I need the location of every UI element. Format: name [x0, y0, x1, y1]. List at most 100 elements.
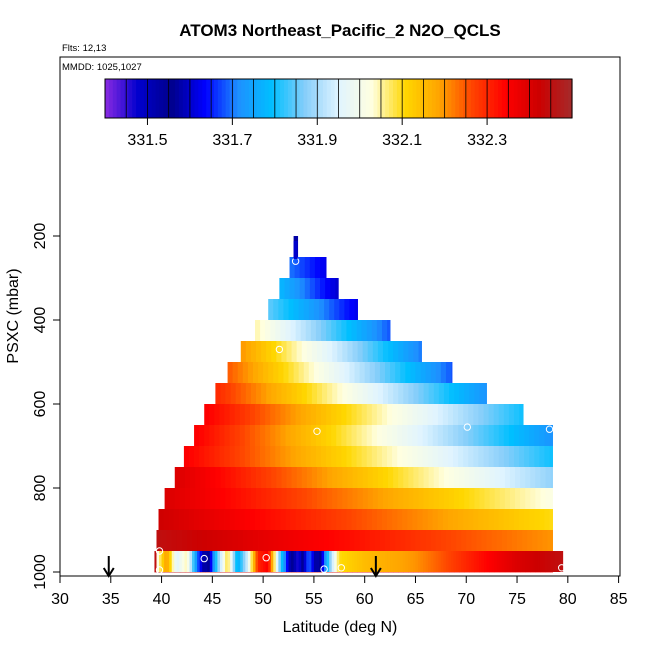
heatmap-cell — [362, 551, 366, 572]
heatmap-cell — [315, 320, 322, 342]
colorbar-segment — [225, 79, 231, 118]
colorbar-segment — [439, 79, 445, 118]
heatmap-cell — [309, 278, 316, 300]
heatmap-cell — [260, 425, 266, 447]
heatmap-cell — [316, 551, 320, 572]
heatmap-cell — [464, 488, 470, 510]
heatmap-cell — [390, 530, 396, 552]
heatmap-cell — [515, 488, 521, 510]
heatmap-cell — [547, 551, 551, 572]
heatmap-cell — [407, 404, 413, 426]
colorbar-segment — [295, 79, 301, 118]
heatmap-cell — [332, 383, 338, 405]
colorbar-segment — [521, 79, 526, 118]
colorbar-segment — [486, 79, 491, 118]
heatmap-cell — [270, 320, 276, 342]
heatmap-cell — [290, 320, 297, 342]
heatmap-cell — [388, 467, 394, 489]
heatmap-cell — [279, 278, 285, 300]
heatmap-cell — [219, 425, 225, 447]
heatmap-cell — [225, 551, 228, 572]
heatmap-cell — [184, 551, 188, 572]
heatmap-cell — [483, 509, 489, 531]
heatmap-cell — [252, 551, 256, 572]
sample-marker — [320, 565, 328, 573]
heatmap-cell — [519, 509, 525, 531]
x-tick-label: 85 — [610, 591, 628, 608]
heatmap-cell — [458, 425, 464, 447]
heatmap-cell — [299, 278, 306, 300]
heatmap-cell — [179, 551, 183, 572]
colorbar-segment — [124, 79, 129, 118]
heatmap-cell — [458, 404, 464, 426]
heatmap-cell — [417, 425, 423, 447]
heatmap-cell — [305, 446, 312, 468]
heatmap-cell — [337, 341, 343, 363]
heatmap-cell — [204, 446, 210, 468]
heatmap-cell — [381, 404, 388, 426]
colorbar-segment — [105, 79, 110, 118]
colorbar-segment — [280, 79, 285, 118]
heatmap-cell — [372, 551, 376, 572]
colorbar-segment — [463, 79, 468, 118]
heatmap-cell — [376, 509, 383, 531]
heatmap-cell — [240, 467, 247, 489]
colorbar-segment — [264, 79, 270, 118]
heatmap-cell — [217, 530, 223, 552]
heatmap-cell — [244, 404, 251, 426]
heatmap-cell — [397, 425, 403, 447]
heatmap-cell — [306, 488, 313, 510]
colorbar-segment — [431, 79, 437, 118]
heatmap-cell — [491, 551, 495, 572]
heatmap-cell — [308, 530, 315, 552]
heatmap-cell — [367, 341, 374, 363]
heatmap-cell — [212, 530, 218, 552]
colorbar-segment — [116, 79, 122, 118]
heatmap-cell — [349, 362, 355, 384]
heatmap-cell — [332, 341, 338, 363]
heatmap-cell — [242, 551, 246, 572]
heatmap-cell — [245, 383, 252, 405]
heatmap-cell — [245, 551, 249, 572]
heatmap-cell — [513, 404, 520, 426]
heatmap-cell — [300, 425, 307, 447]
heatmap-cell — [432, 425, 439, 447]
heatmap-cell — [199, 509, 205, 531]
heatmap-cell — [268, 530, 274, 552]
colorbar-segment — [326, 79, 332, 118]
heatmap-cell — [306, 551, 310, 572]
heatmap-cell — [268, 551, 272, 572]
heatmap-cell — [555, 551, 559, 572]
colorbar-segment — [424, 79, 429, 118]
heatmap-cell — [427, 446, 434, 468]
colorbar-segment — [498, 79, 503, 118]
heatmap-cell — [352, 467, 358, 489]
heatmap-cell — [366, 446, 373, 468]
heatmap-cell — [234, 425, 241, 447]
sample-marker — [545, 425, 554, 433]
heatmap-cell — [412, 509, 418, 531]
y-axis: 200 400 600 800 1000 — [32, 223, 60, 590]
heatmap-cell — [395, 362, 401, 384]
heatmap-cell — [306, 383, 313, 405]
heatmap-cell — [341, 320, 347, 342]
heatmap-cell — [275, 425, 281, 447]
heatmap-cell — [488, 425, 495, 447]
heatmap-cell — [379, 362, 386, 384]
heatmap-cell — [240, 488, 247, 510]
heatmap-cell — [359, 362, 366, 384]
colorbar-segment — [501, 79, 507, 118]
colorbar-segment — [560, 79, 565, 118]
heatmap-cell — [456, 551, 460, 572]
heatmap-cell — [405, 530, 411, 552]
heatmap-cell — [387, 551, 391, 572]
heatmap-cell — [294, 257, 301, 279]
heatmap-cell — [347, 488, 353, 510]
heatmap-cell — [461, 530, 467, 552]
heatmap-cell — [402, 446, 408, 468]
colorbar-segment — [248, 79, 254, 118]
down-arrow — [102, 556, 115, 578]
heatmap-cell — [225, 383, 232, 405]
heatmap-cell — [204, 404, 210, 426]
colorbar-tick-label: 331.5 — [127, 132, 167, 149]
